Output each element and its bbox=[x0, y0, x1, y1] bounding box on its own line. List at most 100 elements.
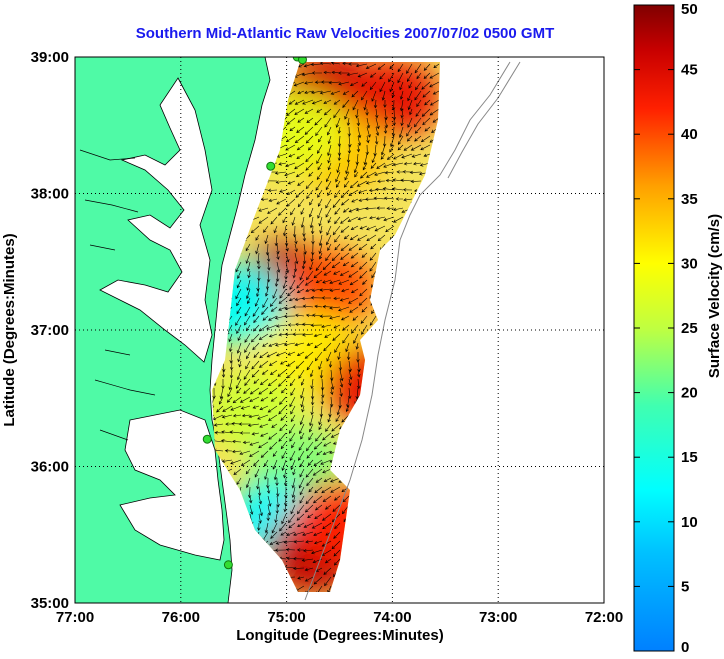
velocity-arrow bbox=[287, 288, 296, 297]
velocity-arrow bbox=[351, 198, 359, 203]
velocity-arrow bbox=[280, 531, 287, 536]
velocity-arrow bbox=[392, 108, 397, 121]
velocity-arrow bbox=[337, 144, 342, 157]
velocity-arrow bbox=[254, 468, 260, 478]
velocity-arrow bbox=[294, 99, 305, 105]
velocity-arrow bbox=[362, 162, 368, 171]
velocity-arrow bbox=[432, 90, 440, 95]
velocity-arrow bbox=[270, 216, 278, 225]
velocity-arrow bbox=[325, 171, 332, 183]
velocity-arrow bbox=[306, 450, 314, 459]
velocity-arrow bbox=[249, 396, 260, 402]
velocity-arrow bbox=[275, 324, 287, 328]
velocity-arrow bbox=[317, 198, 323, 207]
velocity-arrow bbox=[289, 126, 296, 132]
velocity-arrow bbox=[322, 432, 332, 441]
velocity-arrow bbox=[275, 540, 287, 545]
velocity-arrow bbox=[373, 196, 386, 200]
velocity-arrow bbox=[309, 369, 314, 378]
velocity-arrow bbox=[422, 117, 431, 126]
velocity-arrow bbox=[407, 99, 413, 111]
velocity-arrow bbox=[376, 162, 386, 169]
velocity-arrow bbox=[294, 162, 305, 170]
velocity-arrow bbox=[355, 342, 359, 350]
velocity-arrow bbox=[267, 405, 278, 413]
velocity-arrow bbox=[296, 351, 305, 356]
velocity-arrow bbox=[221, 430, 233, 434]
velocity-arrow bbox=[261, 306, 269, 315]
velocity-arrow bbox=[239, 431, 250, 435]
velocity-arrow bbox=[306, 441, 314, 452]
velocity-arrow bbox=[238, 422, 251, 426]
velocity-arrow bbox=[429, 81, 440, 88]
velocity-arrow bbox=[357, 135, 362, 147]
velocity-arrow bbox=[240, 405, 251, 410]
velocity-arrow bbox=[267, 378, 278, 387]
velocity-arrow bbox=[325, 423, 332, 432]
velocity-arrow bbox=[267, 261, 271, 271]
velocity-arrow bbox=[319, 369, 324, 379]
velocity-arrow bbox=[276, 252, 280, 260]
velocity-arrow bbox=[330, 387, 334, 396]
velocity-arrow bbox=[413, 162, 422, 166]
velocity-arrow bbox=[303, 243, 307, 255]
velocity-arrow bbox=[260, 396, 269, 402]
velocity-arrow bbox=[314, 351, 323, 362]
velocity-arrow bbox=[369, 252, 377, 261]
velocity-arrow bbox=[333, 99, 341, 105]
velocity-arrow bbox=[357, 234, 368, 241]
velocity-arrow bbox=[261, 369, 269, 375]
velocity-arrow bbox=[361, 324, 368, 335]
velocity-arrow bbox=[255, 234, 260, 241]
velocity-arrow bbox=[299, 495, 305, 504]
velocity-arrow bbox=[331, 423, 341, 432]
velocity-arrow bbox=[309, 261, 314, 271]
velocity-arrow bbox=[296, 288, 305, 293]
velocity-arrow bbox=[249, 441, 260, 446]
velocity-arrow bbox=[369, 315, 377, 326]
velocity-arrow bbox=[392, 216, 404, 223]
velocity-arrow bbox=[322, 522, 332, 530]
velocity-arrow bbox=[345, 342, 350, 353]
colorbar-tick-label: 30 bbox=[681, 255, 698, 272]
velocity-arrow bbox=[356, 144, 361, 153]
velocity-arrow bbox=[369, 261, 377, 272]
velocity-arrow bbox=[329, 396, 334, 408]
velocity-arrow bbox=[249, 387, 260, 395]
velocity-arrow bbox=[321, 296, 332, 300]
velocity-arrow bbox=[340, 243, 350, 252]
velocity-arrow bbox=[247, 297, 251, 305]
velocity-arrow bbox=[322, 279, 332, 284]
velocity-arrow bbox=[274, 548, 287, 552]
velocity-arrow bbox=[324, 117, 332, 128]
velocity-arrow bbox=[366, 225, 377, 231]
velocity-arrow bbox=[345, 405, 350, 413]
velocity-arrow bbox=[319, 314, 332, 318]
velocity-arrow bbox=[308, 486, 314, 493]
velocity-arrow bbox=[388, 72, 395, 83]
velocity-arrow bbox=[286, 117, 296, 125]
velocity-arrow bbox=[310, 62, 323, 67]
velocity-arrow bbox=[275, 180, 287, 184]
velocity-arrow bbox=[421, 81, 431, 90]
velocity-arrow bbox=[346, 72, 359, 77]
velocity-arrow bbox=[269, 369, 278, 375]
velocity-arrow bbox=[256, 252, 260, 265]
velocity-arrow bbox=[343, 207, 350, 213]
velocity-arrow bbox=[245, 360, 251, 370]
velocity-arrow bbox=[262, 315, 269, 321]
velocity-arrow bbox=[258, 324, 269, 332]
velocity-arrow bbox=[296, 126, 305, 133]
velocity-arrow bbox=[321, 486, 332, 494]
velocity-arrow bbox=[298, 441, 305, 451]
velocity-arrow bbox=[315, 432, 323, 442]
velocity-arrow bbox=[370, 162, 377, 169]
velocity-arrow bbox=[356, 180, 368, 187]
velocity-arrow bbox=[325, 252, 332, 262]
velocity-arrow bbox=[266, 477, 270, 489]
velocity-arrow bbox=[395, 197, 404, 201]
velocity-arrow bbox=[305, 313, 314, 318]
velocity-arrow bbox=[298, 477, 305, 489]
velocity-arrow bbox=[414, 90, 422, 101]
velocity-arrow bbox=[273, 225, 278, 234]
